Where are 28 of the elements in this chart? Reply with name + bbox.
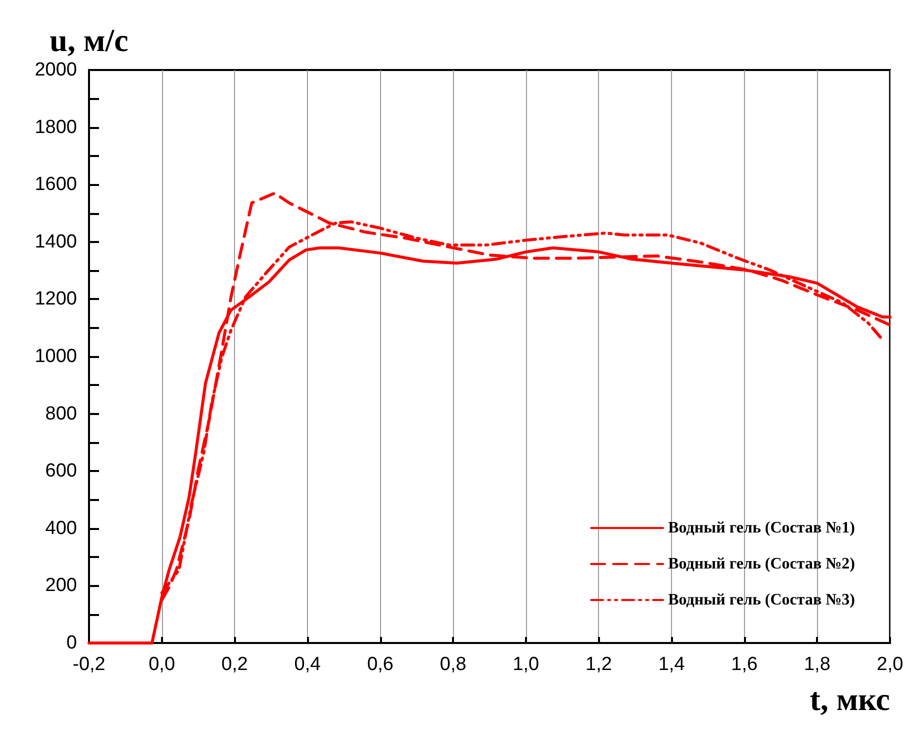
x-tick-label: 2,0	[876, 654, 904, 675]
y-tick-label: 1400	[34, 231, 77, 252]
y-tick-label: 1600	[34, 174, 77, 196]
x-tick-label: 0,2	[221, 654, 248, 675]
x-tick-label: 0,8	[440, 654, 466, 675]
y-tick-label: 1000	[34, 346, 77, 367]
y-tick-label: 200	[45, 575, 77, 596]
x-tick-label: 1,4	[658, 654, 686, 675]
x-tick-label: 0,6	[367, 654, 394, 675]
y-tick-label: 0	[66, 632, 77, 654]
y-tick-label: 800	[45, 403, 77, 424]
x-tick-label: 0,4	[294, 654, 322, 675]
x-tick-label: 1,2	[586, 654, 612, 675]
x-tick-label: 1,8	[804, 654, 830, 675]
y-tick-label: 1200	[34, 288, 77, 310]
legend-label: Водный гель (Состав №1)	[668, 520, 856, 536]
y-axis-title: u, м/с	[50, 22, 128, 58]
y-tick-label: 2000	[34, 60, 77, 80]
y-tick-label: 400	[45, 518, 77, 539]
y-tick-label: 600	[45, 460, 77, 482]
legend-label: Водный гель (Состав №2)	[668, 556, 856, 572]
x-tick-label: 0,0	[148, 654, 176, 675]
legend-label: Водный гель (Состав №3)	[668, 592, 856, 608]
x-tick-label: -0,2	[72, 654, 106, 675]
y-tick-label: 1800	[34, 116, 77, 138]
x-tick-label: 1,6	[731, 654, 758, 675]
x-tick-label: 1,0	[512, 654, 540, 675]
x-axis-title: t, мкс	[810, 681, 890, 717]
